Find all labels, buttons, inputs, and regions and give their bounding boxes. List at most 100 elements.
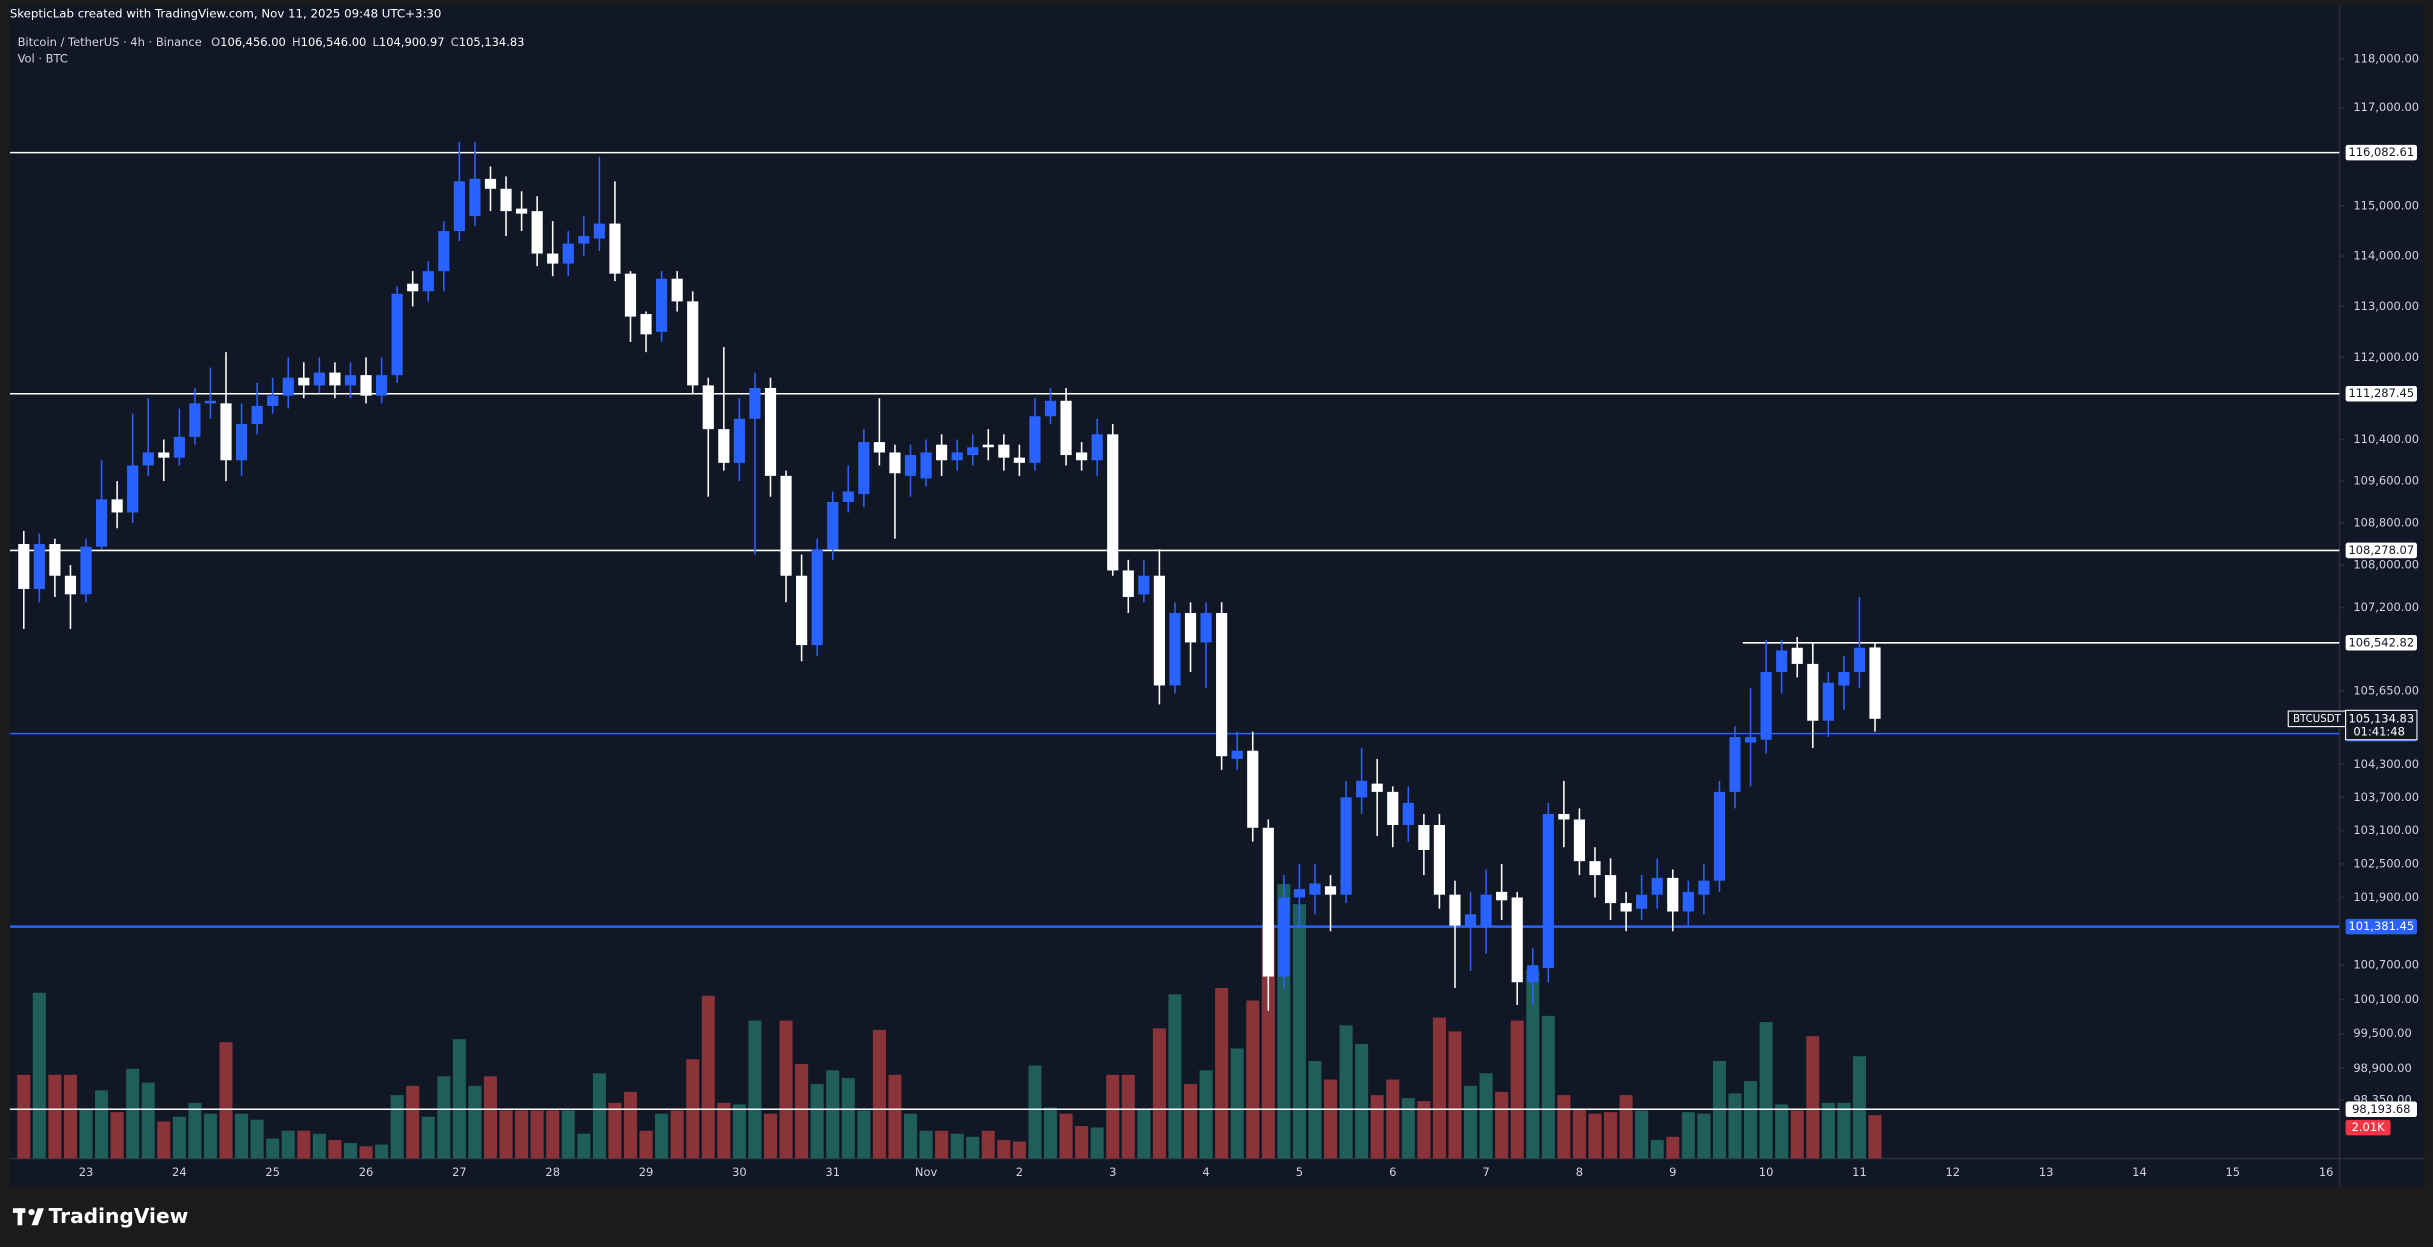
volume-bar bbox=[1572, 1108, 1586, 1159]
y-tick-label: 104,300.00 bbox=[2353, 757, 2419, 771]
candle-body bbox=[33, 544, 45, 590]
x-tick-label: 7 bbox=[1482, 1165, 1489, 1179]
level-label-box bbox=[2345, 1101, 2417, 1118]
candle-body bbox=[469, 178, 481, 217]
volume-bar bbox=[1106, 1074, 1120, 1159]
candle-body bbox=[111, 499, 123, 513]
candle-body bbox=[733, 418, 745, 463]
candle-body bbox=[80, 546, 92, 595]
candle-body bbox=[1076, 452, 1088, 461]
x-tick-label: 3 bbox=[1109, 1165, 1116, 1179]
y-tick-label: 100,700.00 bbox=[2353, 958, 2419, 972]
volume-bar bbox=[141, 1082, 155, 1159]
volume-bar bbox=[499, 1110, 513, 1159]
candle-body bbox=[1822, 682, 1834, 721]
candle-body bbox=[702, 385, 714, 430]
volume-bar bbox=[1215, 987, 1229, 1159]
x-tick-label: 15 bbox=[2226, 1165, 2241, 1179]
candle-body bbox=[1309, 883, 1321, 895]
countdown: 01:41:48 bbox=[2353, 725, 2405, 739]
candle-body bbox=[49, 544, 61, 576]
y-tick-label: 99,500.00 bbox=[2353, 1026, 2411, 1040]
volume-bar bbox=[1619, 1095, 1633, 1159]
volume-bar bbox=[32, 992, 46, 1159]
last-price-box bbox=[2345, 709, 2418, 741]
volume-bar bbox=[110, 1112, 124, 1159]
volume-bar bbox=[1448, 1031, 1462, 1159]
volume-bar bbox=[1697, 1113, 1711, 1159]
volume-bar bbox=[1417, 1101, 1431, 1159]
volume-bar bbox=[63, 1074, 77, 1159]
candle-body bbox=[173, 436, 185, 458]
volume-bar bbox=[1868, 1115, 1882, 1159]
candle-body bbox=[1869, 647, 1881, 719]
last-price: 105,134.83 bbox=[2348, 711, 2414, 725]
candle-body bbox=[1013, 457, 1025, 463]
volume-bar bbox=[1043, 1107, 1058, 1159]
y-tick-label: 108,000.00 bbox=[2353, 558, 2419, 572]
candle-body bbox=[313, 372, 325, 386]
volume-bar bbox=[219, 1042, 233, 1159]
axis-labels: 23 24 25 26 27 28 29 30 31 Nov 2 3 4 5 6 7 8 9 10 11 12 13 14 1… bbox=[79, 144, 2418, 1179]
volume-bar bbox=[577, 1133, 591, 1159]
candle-body bbox=[1760, 671, 1772, 740]
volume-bar bbox=[623, 1091, 638, 1159]
x-tick-label: 16 bbox=[2319, 1165, 2334, 1179]
x-tick-label: 2 bbox=[1016, 1165, 1023, 1179]
y-tick-label: 102,500.00 bbox=[2353, 856, 2419, 870]
volume-pane bbox=[17, 884, 1882, 1159]
x-tick-label: 4 bbox=[1202, 1165, 1209, 1179]
volume-bar bbox=[1199, 1070, 1213, 1159]
x-tick-label: 6 bbox=[1389, 1165, 1396, 1179]
candle-body bbox=[142, 452, 154, 466]
candle-body bbox=[500, 188, 512, 212]
volume-bar bbox=[515, 1110, 529, 1159]
volume-bar bbox=[670, 1110, 684, 1159]
volume-bar bbox=[1339, 1025, 1353, 1159]
volume-bar bbox=[1121, 1074, 1135, 1159]
volume-bar bbox=[1432, 1017, 1446, 1159]
volume-bar bbox=[203, 1113, 217, 1159]
y-tick-label: 105,650.00 bbox=[2353, 683, 2419, 697]
candle-body bbox=[516, 208, 528, 214]
candle-body bbox=[1044, 400, 1057, 417]
candle-body bbox=[329, 372, 341, 386]
logo-dot bbox=[28, 1209, 35, 1216]
volume-bar bbox=[483, 1076, 497, 1159]
candle-body bbox=[1060, 400, 1072, 456]
candle-body bbox=[127, 465, 139, 513]
volume-bar bbox=[1090, 1127, 1104, 1159]
candle-body bbox=[904, 455, 917, 476]
volume-bar bbox=[266, 1138, 280, 1159]
x-tick-label: 8 bbox=[1576, 1165, 1583, 1179]
legend: Bitcoin / TetherUS · 4h · Binance O106,45… bbox=[18, 34, 525, 48]
volume-bar bbox=[950, 1133, 964, 1159]
price-axis: 118,000.00 117,000.00 115,000.00 114,000.00… bbox=[2339, 51, 2419, 1107]
volume-bar bbox=[763, 1113, 778, 1159]
y-tick-label: 103,100.00 bbox=[2353, 823, 2419, 837]
candle-body bbox=[1667, 877, 1679, 912]
level-label-box bbox=[2345, 385, 2417, 402]
candle-body bbox=[1791, 647, 1803, 664]
x-tick-label: 5 bbox=[1296, 1165, 1303, 1179]
volume-bar bbox=[795, 1064, 809, 1159]
candle-body bbox=[1184, 612, 1197, 643]
volume-bar bbox=[1790, 1110, 1804, 1159]
volume-bar bbox=[1541, 1015, 1555, 1159]
y-tick-label: 108,800.00 bbox=[2353, 515, 2419, 529]
candle-body bbox=[1402, 802, 1414, 826]
x-tick-label: 29 bbox=[639, 1165, 654, 1179]
volume-bar bbox=[1510, 1020, 1524, 1159]
volume-bar bbox=[1604, 1112, 1618, 1159]
level-label-box bbox=[2345, 635, 2417, 651]
candle-body bbox=[687, 301, 699, 386]
volume-bar bbox=[126, 1068, 140, 1159]
candle-body bbox=[1651, 877, 1663, 895]
candle-body bbox=[1853, 647, 1866, 672]
level-label: 101,381.45 bbox=[2348, 919, 2414, 933]
candle-body bbox=[391, 293, 403, 376]
x-tick-label: 23 bbox=[79, 1165, 94, 1179]
volume-bar bbox=[1168, 994, 1182, 1159]
volume-bar bbox=[17, 1074, 31, 1159]
volume-bar bbox=[639, 1130, 653, 1159]
